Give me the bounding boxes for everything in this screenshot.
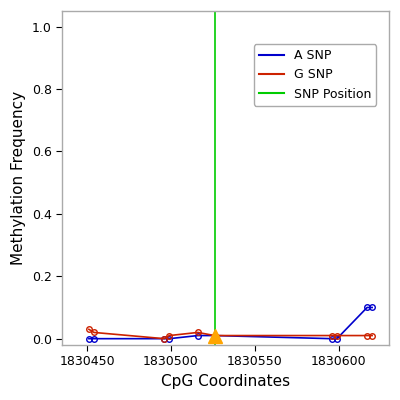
Legend: A SNP, G SNP, SNP Position: A SNP, G SNP, SNP Position bbox=[254, 44, 376, 106]
X-axis label: CpG Coordinates: CpG Coordinates bbox=[161, 374, 290, 389]
Y-axis label: Methylation Frequency: Methylation Frequency bbox=[11, 91, 26, 265]
